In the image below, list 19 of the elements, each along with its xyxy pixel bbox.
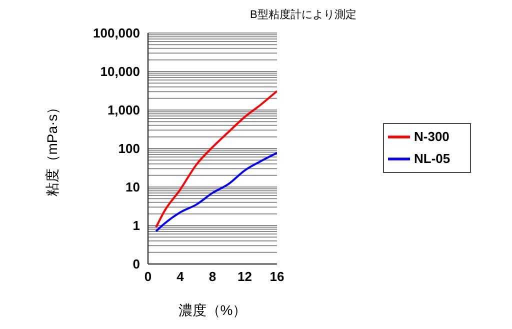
y-tick-label: 100 <box>118 141 140 156</box>
x-tick-label: 0 <box>144 269 152 284</box>
y-axis-title: 粘度（mPa·s） <box>44 100 60 197</box>
y-tick-label: 1,000 <box>107 102 140 118</box>
y-tick-label: 10,000 <box>100 64 140 80</box>
y-tick-label: 1 <box>132 218 140 234</box>
x-axis-title: 濃度（%） <box>178 302 247 318</box>
x-tick-label: 4 <box>176 269 185 284</box>
x-tick-label: 8 <box>208 269 216 284</box>
x-tick-label: 12 <box>238 269 252 284</box>
y-tick-label: 100,000 <box>93 26 140 41</box>
y-tick-label: 0 <box>132 256 140 272</box>
text: B型粘度計により測定 <box>250 8 356 22</box>
legend-label: NL-05 <box>414 151 450 166</box>
line-series <box>155 152 277 232</box>
x-tick-label: 16 <box>270 269 284 284</box>
line-series <box>155 90 277 228</box>
y-tick-label: 10 <box>126 180 140 195</box>
legend-label: N-300 <box>414 129 450 144</box>
